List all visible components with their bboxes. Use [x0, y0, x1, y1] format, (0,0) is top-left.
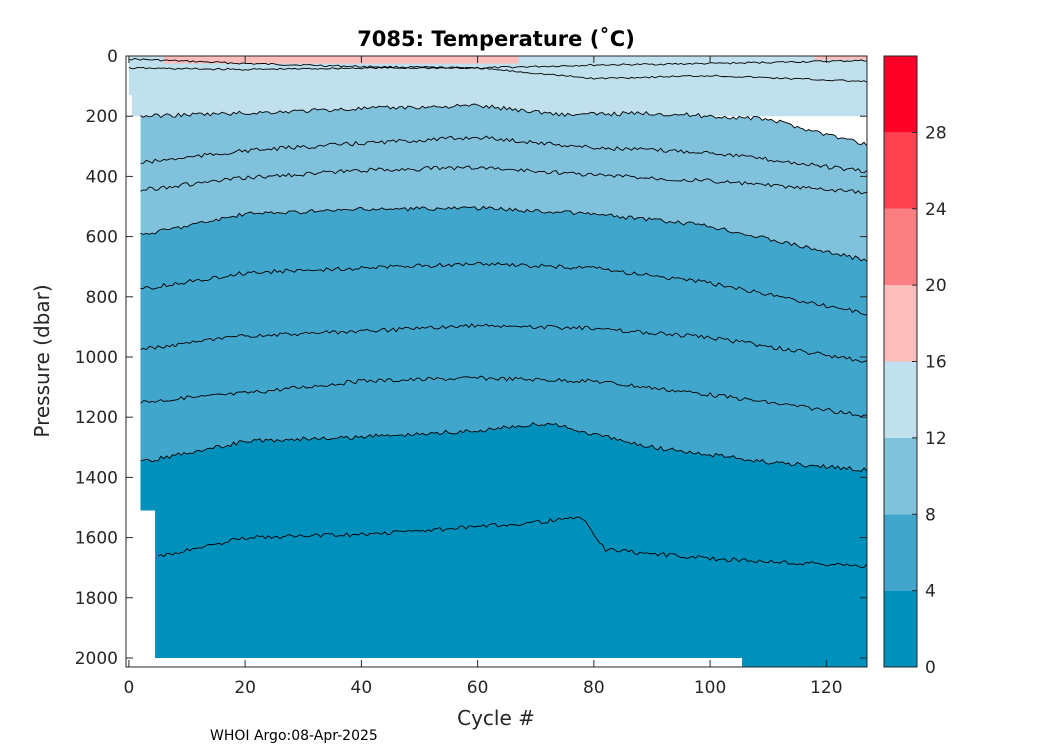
x-tick-label: 0 — [123, 678, 134, 698]
band-warm-patch — [163, 56, 519, 64]
y-tick-label: 1800 — [75, 589, 118, 609]
y-axis: 0 200 400 600 800 1000 1200 1400 1600 1800 2000 — [75, 47, 867, 669]
y-tick-label: 1200 — [75, 408, 118, 428]
colorbar-bin — [884, 590, 917, 667]
isotherm-5c — [140, 375, 867, 418]
y-tick-label: 400 — [86, 167, 118, 187]
colorbar-tick-label: 4 — [925, 582, 936, 602]
x-tick-label: 20 — [234, 678, 256, 698]
isotherm-6c — [140, 323, 867, 363]
isotherm-16c — [128, 58, 867, 70]
plot-frame — [125, 55, 868, 668]
isotherm-4c — [140, 422, 867, 472]
chart-title: 7085: Temperature (˚C) — [357, 27, 635, 51]
isotherm-14c — [128, 66, 867, 83]
y-axis-label: Pressure (dbar) — [30, 284, 54, 437]
x-tick-label: 80 — [583, 678, 605, 698]
band-below-4c — [140, 422, 867, 667]
colorbar-tick-label: 28 — [925, 123, 947, 143]
temperature-bands — [126, 56, 867, 667]
colorbar-tick-label: 20 — [925, 276, 947, 296]
isotherm-8c — [140, 205, 867, 262]
colorbar-bin — [884, 361, 917, 438]
colorbar-bin — [884, 56, 917, 133]
colorbar-tick-label: 8 — [925, 505, 936, 525]
colorbar-bin — [884, 132, 917, 209]
colorbar-bin — [884, 285, 917, 362]
y-tick-label: 600 — [86, 228, 118, 248]
x-tick-label: 40 — [351, 678, 373, 698]
y-tick-label: 1000 — [75, 348, 118, 368]
isotherm-12c — [140, 103, 867, 147]
x-tick-label: 60 — [467, 678, 489, 698]
y-tick-label: 0 — [107, 47, 118, 67]
band-surface — [128, 56, 867, 117]
plot-area — [125, 55, 868, 668]
y-tick-label: 1600 — [75, 529, 118, 549]
footer-stamp: WHOI Argo:08-Apr-2025 — [210, 728, 378, 744]
colorbar-tick-label: 16 — [925, 353, 947, 373]
isotherm-10c — [140, 135, 867, 174]
y-tick-label: 800 — [86, 288, 118, 308]
isotherm-9c — [140, 165, 867, 195]
colorbar-tick-label: 24 — [925, 200, 947, 220]
isotherm-lines — [128, 58, 867, 568]
band-warm-patch — [814, 56, 867, 60]
y-tick-label: 2000 — [75, 649, 118, 669]
x-tick-label: 100 — [694, 678, 726, 698]
y-tick-label: 1400 — [75, 468, 118, 488]
x-axis: 0 20 40 60 80 100 120 — [123, 56, 843, 698]
colorbar-tick-label: 12 — [925, 429, 947, 449]
isotherm-3c — [157, 516, 867, 568]
x-axis-label: Cycle # — [457, 706, 535, 730]
x-tick-label: 120 — [810, 678, 842, 698]
colorbar-tick-label: 0 — [925, 658, 936, 678]
colorbar: 0 4 8 12 16 20 24 28 — [883, 55, 947, 678]
colorbar-bin — [884, 514, 917, 591]
y-tick-label: 200 — [86, 107, 118, 127]
colorbar-bin — [884, 437, 917, 515]
isotherm-7c — [140, 261, 867, 316]
colorbar-bin — [884, 208, 917, 286]
